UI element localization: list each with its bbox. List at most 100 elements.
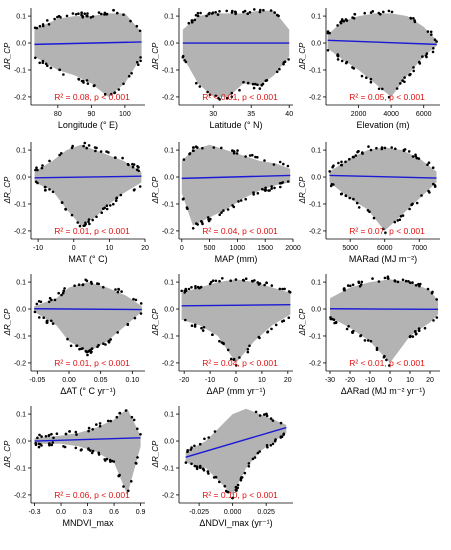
outlier-point [226, 348, 230, 352]
outlier-point [100, 12, 103, 16]
outlier-point [46, 64, 49, 67]
outlier-point [222, 209, 225, 212]
outlier-point [40, 166, 44, 170]
outlier-point [367, 145, 370, 148]
outlier-point [91, 449, 95, 453]
outlier-point [99, 150, 103, 153]
outlier-point [399, 215, 403, 218]
outlier-point [269, 9, 273, 12]
outlier-point [87, 218, 91, 221]
outlier-point [134, 461, 138, 465]
outlier-point [412, 69, 416, 73]
outlier-point [278, 67, 281, 71]
outlier-point [251, 457, 255, 461]
outlier-point [120, 290, 123, 293]
y-tick-label: -0.2 [309, 228, 321, 235]
outlier-point [412, 17, 415, 20]
outlier-point [282, 61, 286, 64]
outlier-point [360, 74, 364, 78]
outlier-point [187, 287, 191, 291]
outlier-point [34, 443, 38, 447]
outlier-point [252, 86, 256, 90]
outlier-point [137, 63, 140, 66]
outlier-point [213, 430, 217, 433]
outlier-point [382, 10, 385, 14]
outlier-point [131, 162, 134, 166]
y-tick-label: -0.2 [162, 360, 174, 367]
outlier-points [329, 275, 439, 367]
outlier-point [387, 277, 390, 280]
outlier-point [218, 339, 221, 343]
outlier-point [214, 475, 218, 479]
outlier-point [238, 356, 241, 359]
outlier-point [105, 150, 108, 153]
outlier-point [102, 207, 105, 210]
outlier-point [73, 284, 76, 288]
x-tick-label: -30 [325, 377, 335, 384]
outlier-point [87, 220, 90, 224]
outlier-point [413, 20, 417, 24]
outlier-point [84, 278, 87, 282]
outlier-point [258, 10, 262, 14]
outlier-point [182, 197, 185, 200]
outlier-point [183, 59, 186, 62]
outlier-point [417, 327, 421, 330]
outlier-point [372, 216, 376, 220]
outlier-point [100, 211, 103, 214]
y-tick-label: -0.1 [14, 465, 26, 472]
outlier-point [342, 19, 346, 23]
outlier-point [83, 12, 86, 15]
outlier-point [62, 73, 65, 76]
outlier-point [211, 11, 215, 14]
outlier-point [274, 438, 277, 441]
outlier-point [257, 335, 261, 339]
outlier-point [377, 87, 381, 91]
outlier-point [387, 95, 391, 99]
outlier-point [375, 146, 378, 150]
x-axis-label: ΔARad (MJ m⁻² yr⁻¹) [341, 386, 426, 396]
y-axis-label: ΔR_CP [298, 176, 307, 204]
outlier-point [242, 10, 245, 14]
outlier-point [231, 496, 234, 500]
y-tick-label: -0.1 [309, 201, 321, 208]
outlier-point [117, 474, 121, 478]
x-tick-label: 0.6 [109, 509, 119, 516]
outlier-point [36, 436, 39, 440]
fit-line [34, 41, 142, 46]
outlier-point [196, 14, 200, 18]
x-tick-label: 20 [284, 377, 292, 384]
outlier-point [385, 358, 388, 362]
y-tick-label: 0.1 [164, 148, 174, 155]
outlier-point [279, 435, 283, 439]
outlier-point [184, 318, 187, 322]
outlier-point [251, 153, 254, 157]
outlier-point [357, 150, 360, 153]
outlier-point [431, 290, 434, 294]
outlier-point [369, 148, 373, 152]
outlier-point [366, 339, 370, 342]
outlier-point [344, 160, 347, 164]
outlier-point [135, 24, 139, 28]
outlier-point [114, 156, 117, 159]
outlier-point [272, 163, 276, 166]
point-cloud [181, 279, 291, 363]
outlier-point [408, 207, 411, 211]
outlier-point [35, 166, 38, 169]
outlier-point [271, 442, 275, 446]
outlier-point [334, 320, 338, 324]
outlier-point [253, 279, 256, 282]
outlier-point [136, 427, 139, 431]
outlier-point [86, 353, 89, 357]
y-axis-label: ΔR_CP [3, 308, 12, 336]
outlier-point [112, 202, 115, 206]
y-tick-label: -0.1 [162, 465, 174, 472]
y-tick-label: -0.2 [14, 94, 26, 101]
x-axis-label: Elevation (m) [356, 120, 409, 130]
outlier-point [34, 56, 37, 60]
x-axis-label: MAP (mm) [215, 254, 258, 264]
x-tick-label: 10 [406, 377, 414, 384]
outlier-point [117, 288, 121, 291]
outlier-points [328, 145, 437, 234]
outlier-point [182, 158, 186, 161]
